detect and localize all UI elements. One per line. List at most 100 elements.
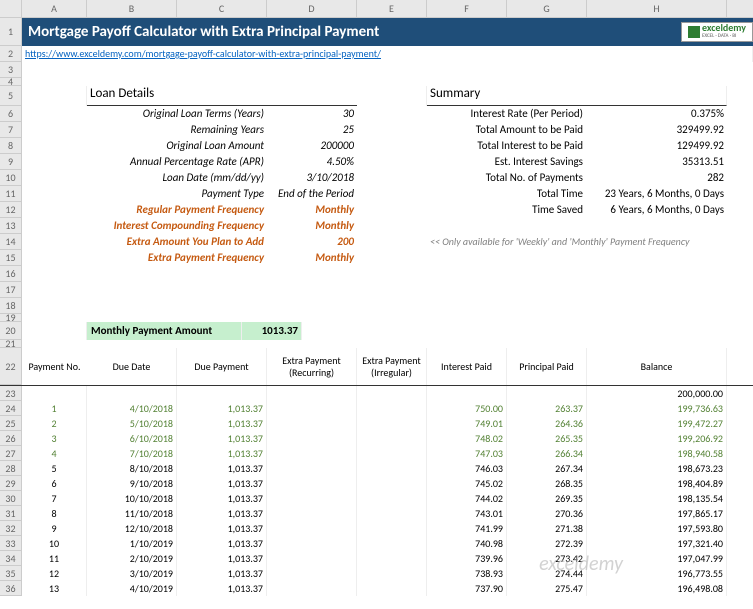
cell[interactable]: 270.36: [507, 506, 587, 521]
cell[interactable]: 10: [22, 536, 87, 551]
cell[interactable]: 746.03: [427, 461, 507, 476]
cell[interactable]: [357, 401, 427, 416]
cell[interactable]: [357, 461, 427, 476]
cell[interactable]: 9: [22, 521, 87, 536]
cell[interactable]: 5/10/2018: [87, 416, 177, 431]
cell[interactable]: [267, 491, 357, 506]
table-row[interactable]: 2636/10/20181,013.37748.02265.35199,206.…: [0, 431, 753, 446]
table-row[interactable]: 2525/10/20181,013.37749.01264.36199,472.…: [0, 416, 753, 431]
cell[interactable]: 197,321.40: [587, 536, 727, 551]
cell[interactable]: [357, 521, 427, 536]
loan-value[interactable]: 3/10/2018: [267, 170, 357, 186]
cell[interactable]: 268.35: [507, 476, 587, 491]
cell[interactable]: 271.38: [507, 521, 587, 536]
cell[interactable]: [267, 566, 357, 581]
col-C[interactable]: C: [177, 0, 267, 17]
table-row[interactable]: 32912/10/20181,013.37741.99271.38197,593…: [0, 521, 753, 536]
cell[interactable]: 1,013.37: [177, 506, 267, 521]
cell[interactable]: 748.02: [427, 431, 507, 446]
cell[interactable]: 745.02: [427, 476, 507, 491]
cell[interactable]: 272.39: [507, 536, 587, 551]
cell[interactable]: 198,673.23: [587, 461, 727, 476]
cell[interactable]: 263.37: [507, 401, 587, 416]
loan-value[interactable]: 200000: [267, 138, 357, 154]
table-row[interactable]: 2414/10/20181,013.37750.00263.37199,736.…: [0, 401, 753, 416]
cell[interactable]: [357, 551, 427, 566]
cell[interactable]: 1,013.37: [177, 431, 267, 446]
cell[interactable]: 3: [22, 431, 87, 446]
loan-value[interactable]: Monthly: [267, 250, 357, 266]
table-row[interactable]: 2747/10/20181,013.37747.03266.34198,940.…: [0, 446, 753, 461]
cell[interactable]: 1,013.37: [177, 581, 267, 596]
cell[interactable]: 197,865.17: [587, 506, 727, 521]
cell[interactable]: 1,013.37: [177, 476, 267, 491]
cell[interactable]: 12/10/2018: [87, 521, 177, 536]
cell[interactable]: [357, 476, 427, 491]
cell[interactable]: 4/10/2018: [87, 401, 177, 416]
loan-value[interactable]: End of the Period: [267, 186, 357, 202]
cell[interactable]: 1/10/2019: [87, 536, 177, 551]
col-D[interactable]: D: [267, 0, 357, 17]
cell[interactable]: 749.01: [427, 416, 507, 431]
table-row[interactable]: 31811/10/20181,013.37743.01270.36197,865…: [0, 506, 753, 521]
cell[interactable]: 747.03: [427, 446, 507, 461]
cell[interactable]: 274.44: [507, 566, 587, 581]
cell[interactable]: 197,593.80: [587, 521, 727, 536]
loan-value[interactable]: 30: [267, 106, 357, 122]
cell[interactable]: [267, 521, 357, 536]
cell[interactable]: 8: [22, 506, 87, 521]
cell[interactable]: [357, 416, 427, 431]
cell[interactable]: 9/10/2018: [87, 476, 177, 491]
table-row[interactable]: 2969/10/20181,013.37745.02268.35198,404.…: [0, 476, 753, 491]
cell[interactable]: 6/10/2018: [87, 431, 177, 446]
cell[interactable]: 738.93: [427, 566, 507, 581]
cell[interactable]: [267, 431, 357, 446]
cell[interactable]: 744.02: [427, 491, 507, 506]
cell[interactable]: 739.96: [427, 551, 507, 566]
cell[interactable]: 269.35: [507, 491, 587, 506]
cell[interactable]: [267, 446, 357, 461]
cell[interactable]: 4/10/2019: [87, 581, 177, 596]
col-G[interactable]: G: [507, 0, 587, 17]
cell[interactable]: 199,472.27: [587, 416, 727, 431]
cell[interactable]: [267, 506, 357, 521]
table-row[interactable]: 30710/10/20181,013.37744.02269.35198,135…: [0, 491, 753, 506]
cell[interactable]: 265.35: [507, 431, 587, 446]
cell[interactable]: 10/10/2018: [87, 491, 177, 506]
table-row[interactable]: 33101/10/20191,013.37740.98272.39197,321…: [0, 536, 753, 551]
table-row[interactable]: 36134/10/20191,013.37737.90275.47196,498…: [0, 581, 753, 596]
cell[interactable]: 199,736.63: [587, 401, 727, 416]
cell[interactable]: 196,773.55: [587, 566, 727, 581]
loan-value[interactable]: 25: [267, 122, 357, 138]
cell[interactable]: [267, 581, 357, 596]
table-row[interactable]: 35123/10/20191,013.37738.93274.44196,773…: [0, 566, 753, 581]
cell[interactable]: 740.98: [427, 536, 507, 551]
col-H[interactable]: H: [587, 0, 727, 17]
col-A[interactable]: A: [22, 0, 87, 17]
cell[interactable]: 750.00: [427, 401, 507, 416]
cell[interactable]: 7: [22, 491, 87, 506]
cell[interactable]: [267, 461, 357, 476]
cell[interactable]: 275.47: [507, 581, 587, 596]
cell[interactable]: 1,013.37: [177, 536, 267, 551]
cell[interactable]: 5: [22, 461, 87, 476]
cell[interactable]: 273.42: [507, 551, 587, 566]
cell[interactable]: [357, 491, 427, 506]
cell[interactable]: [357, 431, 427, 446]
cell[interactable]: 198,135.54: [587, 491, 727, 506]
cell[interactable]: [357, 581, 427, 596]
cell[interactable]: 1,013.37: [177, 461, 267, 476]
cell[interactable]: 12: [22, 566, 87, 581]
loan-value[interactable]: 200: [267, 234, 357, 250]
loan-value[interactable]: Monthly: [267, 218, 357, 234]
cell[interactable]: [357, 446, 427, 461]
cell[interactable]: [267, 401, 357, 416]
cell[interactable]: 1,013.37: [177, 551, 267, 566]
cell[interactable]: [267, 551, 357, 566]
cell[interactable]: [357, 506, 427, 521]
cell[interactable]: 1,013.37: [177, 446, 267, 461]
cell[interactable]: 264.36: [507, 416, 587, 431]
cell[interactable]: 1,013.37: [177, 401, 267, 416]
col-E[interactable]: E: [357, 0, 427, 17]
loan-value[interactable]: 4.50%: [267, 154, 357, 170]
